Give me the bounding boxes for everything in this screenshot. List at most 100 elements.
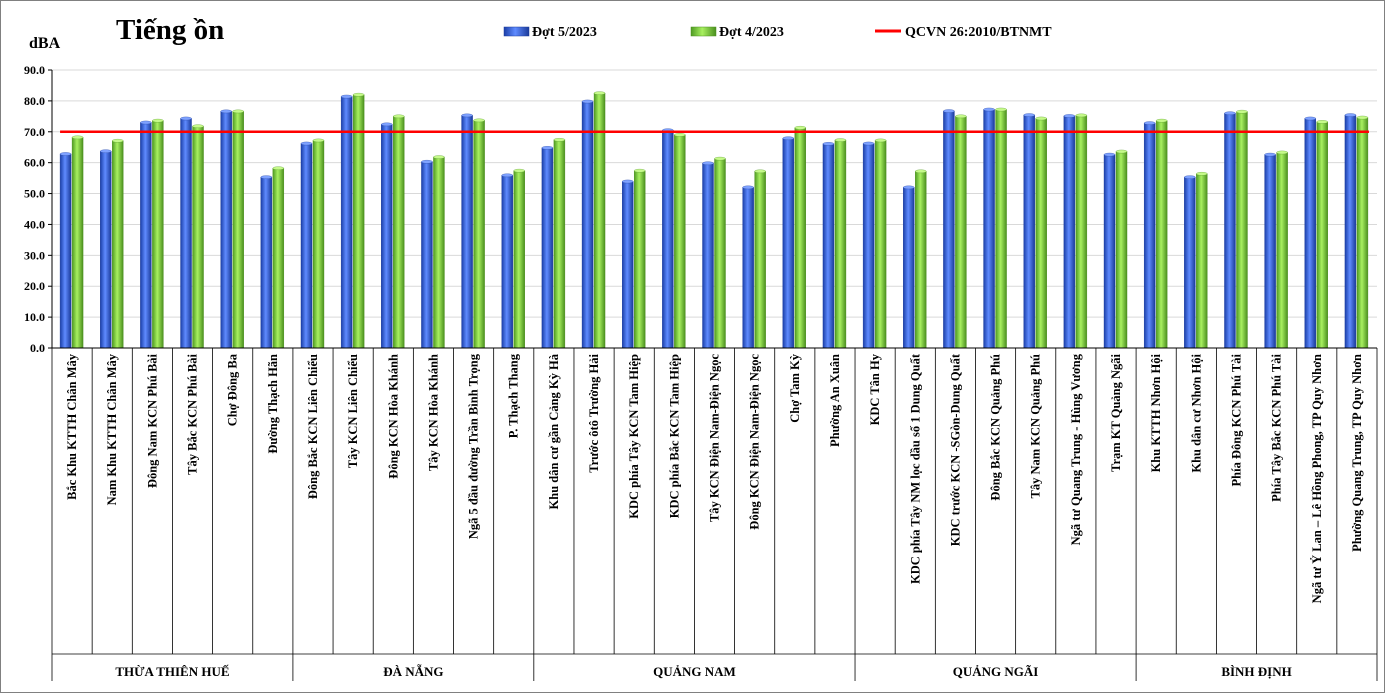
- group-label: ĐÀ NẴNG: [383, 664, 443, 679]
- bar-series-1: [381, 124, 393, 349]
- y-tick-label: 80.0: [24, 94, 45, 108]
- bar-series-1: [541, 147, 554, 349]
- y-tick-label: 0.0: [30, 341, 45, 355]
- bar-series-2: [794, 127, 807, 349]
- bar-series-1: [140, 122, 152, 349]
- bar-cap-series-2: [1236, 109, 1248, 114]
- legend-swatch-series-1: [503, 26, 530, 37]
- y-tick-label: 90.0: [24, 63, 45, 77]
- bar-cap-series-2: [71, 135, 84, 140]
- bar-series-1: [621, 181, 634, 349]
- bar-series-1: [742, 187, 754, 349]
- bar-series-2: [71, 137, 84, 349]
- x-tick-label: Phường An Xuân: [828, 354, 842, 447]
- x-tick-label: Ngã tư Quang Trung - Hùng Vương: [1069, 353, 1083, 545]
- bar-cap-series-2: [714, 156, 726, 161]
- bar-series-1: [1143, 122, 1156, 349]
- x-tick-label: Trước ôtô Trường Hải: [587, 353, 601, 472]
- bar-series-1: [702, 163, 714, 349]
- group-label: QUẢNG NAM: [653, 664, 736, 679]
- bar-series-1: [59, 153, 72, 349]
- legend-label-series-2: Đợt 4/2023: [719, 25, 784, 40]
- bar-series-2: [192, 126, 204, 349]
- x-tick-label: KDC phía Tây KCN Tam Hiệp: [627, 354, 641, 519]
- bar-cap-series-1: [903, 185, 915, 190]
- bar-cap-series-1: [180, 116, 192, 121]
- bar-cap-series-2: [834, 138, 847, 142]
- x-tick-label: Ngã 5 đầu đường Trần Bình Trọng: [467, 353, 481, 539]
- y-axis-unit-label: dBA: [29, 35, 61, 52]
- bar-series-2: [1276, 152, 1288, 349]
- bar-series-1: [822, 143, 835, 349]
- x-tick-label: KDC trước KCN -SGòn-Dung Quất: [948, 353, 962, 546]
- x-tick-label: P. Thạch Thang: [507, 353, 521, 438]
- x-tick-label: Đông Bắc KCN Liên Chiểu: [306, 354, 320, 499]
- x-tick-label: Phía Đông KCN Phú Tài: [1229, 353, 1243, 486]
- bar-series-2: [955, 116, 967, 349]
- bar-series-2: [1155, 120, 1168, 349]
- bar-cap-series-1: [59, 152, 72, 156]
- x-tick-label: Tây Bắc KCN Phú Bài: [186, 353, 200, 474]
- group-label: THỪA THIÊN HUẾ: [115, 664, 229, 679]
- bar-series-1: [1184, 176, 1196, 349]
- bar-cap-series-2: [1276, 150, 1288, 155]
- bar-series-2: [1075, 115, 1088, 349]
- bar-cap-series-2: [1035, 116, 1047, 121]
- bar-cap-series-1: [1304, 116, 1316, 121]
- bar-cap-series-1: [1023, 113, 1035, 117]
- x-tick-label: Bắc Khu KTTH Chân Mây: [65, 353, 79, 500]
- bar-series-2: [633, 170, 646, 349]
- y-tick-label: 70.0: [24, 125, 45, 139]
- bar-cap-series-2: [1316, 120, 1328, 124]
- group-label: BÌNH ĐỊNH: [1221, 664, 1291, 679]
- bar-series-2: [995, 109, 1007, 349]
- bar-cap-series-1: [1103, 152, 1116, 157]
- bar-cap-series-1: [421, 159, 433, 164]
- bar-series-1: [862, 143, 875, 349]
- bar-series-2: [1035, 118, 1047, 349]
- bar-series-2: [674, 134, 686, 349]
- bar-series-2: [1316, 121, 1328, 349]
- bar-series-1: [180, 118, 192, 349]
- x-tick-label: Tây Nam KCN Quảng Phú: [1029, 354, 1043, 499]
- x-axis-groups: THỪA THIÊN HUẾ ĐÀ NẴNG QUẢNG NAM QUẢNG NGÃI…: [51, 653, 1378, 681]
- bar-series-2: [1236, 111, 1248, 349]
- bar-cap-series-2: [393, 114, 405, 119]
- bar-series-2: [754, 171, 766, 349]
- bar-series-1: [1103, 154, 1116, 349]
- bar-cap-series-2: [955, 114, 967, 119]
- bar-series-2: [152, 120, 164, 349]
- bar-cap-series-1: [1264, 152, 1276, 157]
- bar-cap-series-2: [874, 138, 887, 143]
- bar-series-2: [714, 158, 726, 349]
- x-tick-label: Đông Nam KCN Phú Bài: [145, 353, 159, 488]
- legend-label-reference-line: QCVN 26:2010/BTNMT: [905, 25, 1052, 40]
- bar-series-1: [300, 143, 313, 349]
- bar-series-1: [340, 96, 353, 349]
- bar-cap-series-1: [501, 173, 513, 178]
- y-tick-label: 40.0: [24, 217, 45, 231]
- bar-cap-series-1: [140, 120, 152, 125]
- bar-cap-series-2: [112, 138, 124, 143]
- bar-cap-series-2: [1196, 172, 1208, 176]
- bar-series-2: [1356, 117, 1369, 349]
- x-axis: Bắc Khu KTTH Chân Mây Nam Khu KTTH Chân M…: [51, 70, 1378, 654]
- bar-series-2: [232, 111, 244, 349]
- x-tick-label: Chợ Tam Kỳ: [788, 353, 802, 423]
- bar-cap-series-2: [593, 91, 606, 95]
- bar-series-2: [433, 156, 445, 349]
- bar-cap-series-1: [461, 113, 473, 118]
- bar-series-2: [473, 120, 485, 349]
- x-tick-label: Đông Bắc KCN Quảng Phú: [989, 354, 1003, 501]
- bar-cap-series-1: [622, 179, 634, 184]
- bar-cap-series-2: [995, 107, 1007, 112]
- y-tick-label: 10.0: [24, 310, 45, 324]
- x-tick-label: Tây KCN Điện Nam-Điện Ngọc: [708, 354, 722, 522]
- bar-series-1: [581, 101, 594, 349]
- bar-series-1: [220, 111, 232, 349]
- x-tick-label: Tây KCN Hòa Khánh: [426, 354, 440, 471]
- bar-cap-series-2: [433, 155, 445, 159]
- bar-series-2: [553, 139, 566, 349]
- legend: Đợt 5/2023 Đợt 4/2023 QCVN 26:2010/BTNMT: [503, 25, 1052, 40]
- bar-series-2: [312, 140, 325, 349]
